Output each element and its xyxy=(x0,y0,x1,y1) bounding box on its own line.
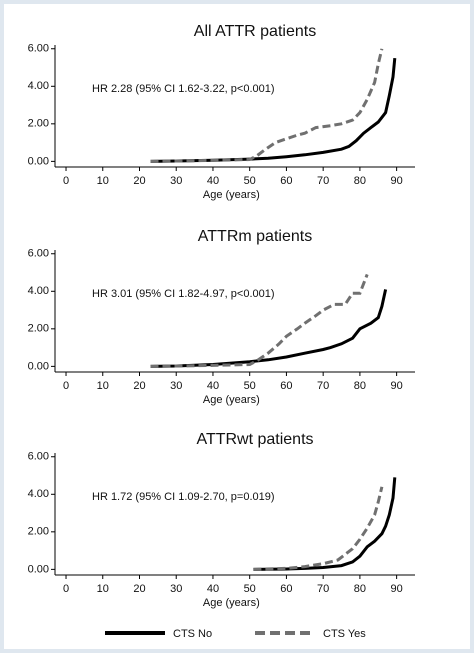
y-tick-label: 2.00 xyxy=(28,323,49,335)
x-tick-label: 70 xyxy=(317,583,329,595)
chart-title: All ATTR patients xyxy=(194,23,316,40)
annotation: HR 3.01 (95% CI 1.82-4.97, p<0.001) xyxy=(92,288,275,300)
y-tick-label: 6.00 xyxy=(28,43,49,55)
legend-label: CTS Yes xyxy=(323,628,366,640)
x-tick-label: 90 xyxy=(391,380,403,392)
x-tick-label: 0 xyxy=(63,380,69,392)
x-axis-title: Age (years) xyxy=(203,394,260,406)
x-tick-label: 30 xyxy=(170,583,182,595)
series-line xyxy=(253,477,397,571)
y-tick-label: 6.00 xyxy=(28,451,49,463)
y-tick-label: 4.00 xyxy=(28,488,49,500)
y-tick-label: 2.00 xyxy=(28,526,49,538)
x-tick-label: 40 xyxy=(207,175,219,187)
x-tick-label: 30 xyxy=(170,175,182,187)
x-axis-title: Age (years) xyxy=(203,189,260,201)
x-tick-label: 40 xyxy=(207,583,219,595)
y-tick-label: 4.00 xyxy=(28,80,49,92)
x-tick-label: 0 xyxy=(63,583,69,595)
x-tick-label: 20 xyxy=(133,583,145,595)
x-tick-label: 90 xyxy=(391,175,403,187)
x-tick-label: 60 xyxy=(280,380,292,392)
chart-title: ATTRm patients xyxy=(198,228,312,245)
x-tick-label: 40 xyxy=(207,380,219,392)
panel-background xyxy=(4,4,470,649)
x-tick-label: 80 xyxy=(354,583,366,595)
x-tick-label: 10 xyxy=(97,380,109,392)
x-tick-label: 20 xyxy=(133,380,145,392)
y-tick-label: 0.00 xyxy=(28,360,49,372)
x-tick-label: 90 xyxy=(391,583,403,595)
series-line xyxy=(150,57,397,163)
y-tick-label: 2.00 xyxy=(28,118,49,130)
y-tick-label: 0.00 xyxy=(28,155,49,167)
x-tick-label: 30 xyxy=(170,380,182,392)
series-line xyxy=(253,486,384,571)
y-tick-label: 0.00 xyxy=(28,563,49,575)
y-tick-label: 4.00 xyxy=(28,285,49,297)
annotation: HR 1.72 (95% CI 1.09-2.70, p=0.019) xyxy=(92,491,275,503)
x-tick-label: 50 xyxy=(244,583,256,595)
y-tick-label: 6.00 xyxy=(28,248,49,260)
x-tick-label: 60 xyxy=(280,175,292,187)
x-tick-label: 0 xyxy=(63,175,69,187)
legend-label: CTS No xyxy=(173,628,212,640)
series-line xyxy=(150,273,369,368)
x-tick-label: 70 xyxy=(317,175,329,187)
x-tick-label: 50 xyxy=(244,380,256,392)
x-tick-label: 80 xyxy=(354,175,366,187)
x-tick-label: 10 xyxy=(97,175,109,187)
x-tick-label: 50 xyxy=(244,175,256,187)
x-tick-label: 10 xyxy=(97,583,109,595)
x-axis-title: Age (years) xyxy=(203,597,260,609)
series-line xyxy=(150,289,388,368)
annotation: HR 2.28 (95% CI 1.62-3.22, p<0.001) xyxy=(92,83,275,95)
x-tick-label: 20 xyxy=(133,175,145,187)
chart-title: ATTRwt patients xyxy=(196,431,313,448)
x-tick-label: 80 xyxy=(354,380,366,392)
x-tick-label: 70 xyxy=(317,380,329,392)
x-tick-label: 60 xyxy=(280,583,292,595)
